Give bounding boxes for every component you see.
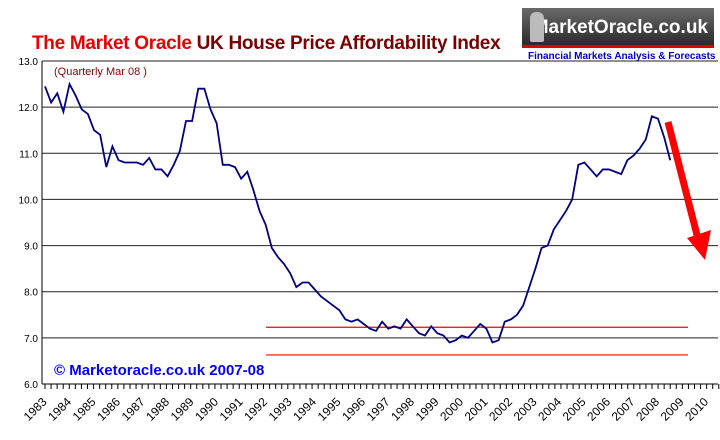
forecast-arrow-shaft <box>664 121 701 236</box>
x-tick-label: 1993 <box>266 395 295 424</box>
y-tick-label: 6.0 <box>24 380 38 391</box>
x-tick-label: 1987 <box>119 395 148 424</box>
x-tick-label: 2004 <box>535 395 564 424</box>
y-tick-label: 12.0 <box>19 103 39 114</box>
chart-title: The Market Oracle UK House Price Afforda… <box>32 33 501 55</box>
x-tick-label: 1995 <box>315 395 344 424</box>
x-tick-label: 1988 <box>143 395 172 424</box>
x-tick-label: 1994 <box>290 395 319 424</box>
x-tick-label: 2005 <box>560 395 589 424</box>
logo: MarketOracle.co.uk <box>522 8 714 48</box>
logo-tagline: Financial Markets Analysis & Forecasts <box>528 51 716 62</box>
x-tick-label: 2000 <box>437 395 466 424</box>
x-tick-label: 1992 <box>241 395 270 424</box>
x-tick-label: 2007 <box>609 395 638 424</box>
copyright: © Marketoracle.co.uk 2007-08 <box>54 362 265 379</box>
x-tick-label: 1984 <box>45 395 74 424</box>
x-tick-label: 1990 <box>192 395 221 424</box>
y-tick-label: 11.0 <box>19 149 38 160</box>
x-tick-label: 2010 <box>682 395 711 424</box>
x-tick-label: 1985 <box>70 395 99 424</box>
logo-text: MarketOracle.co.uk <box>532 17 708 38</box>
y-tick-label: 13.0 <box>19 57 39 68</box>
y-tick-label: 7.0 <box>24 334 38 345</box>
x-tick-label: 2008 <box>633 395 662 424</box>
x-tick-label: 1999 <box>413 395 442 424</box>
x-tick-label: 2003 <box>511 395 540 424</box>
y-tick-label: 9.0 <box>24 242 38 253</box>
x-tick-label: 1986 <box>94 395 123 424</box>
forecast-arrow-head-icon <box>687 230 711 260</box>
x-tick-label: 2001 <box>462 395 491 424</box>
title-brand: The Market Oracle <box>32 33 192 54</box>
x-tick-label: 2009 <box>658 395 687 424</box>
x-tick-label: 1996 <box>339 395 368 424</box>
y-tick-label: 10.0 <box>19 195 39 206</box>
statue-icon <box>530 12 544 42</box>
x-tick-label: 2002 <box>486 395 515 424</box>
x-tick-label: 1983 <box>21 395 50 424</box>
x-tick-label: 1989 <box>168 395 197 424</box>
x-tick-label: 1997 <box>364 395 393 424</box>
chart-subtitle: (Quarterly Mar 08 ) <box>54 66 147 78</box>
title-main: UK House Price Affordability Index <box>196 33 501 54</box>
x-tick-label: 2006 <box>584 395 613 424</box>
x-tick-label: 1998 <box>388 395 417 424</box>
y-tick-label: 8.0 <box>24 288 38 299</box>
series-line <box>44 81 672 344</box>
x-tick-label: 1991 <box>217 395 246 424</box>
